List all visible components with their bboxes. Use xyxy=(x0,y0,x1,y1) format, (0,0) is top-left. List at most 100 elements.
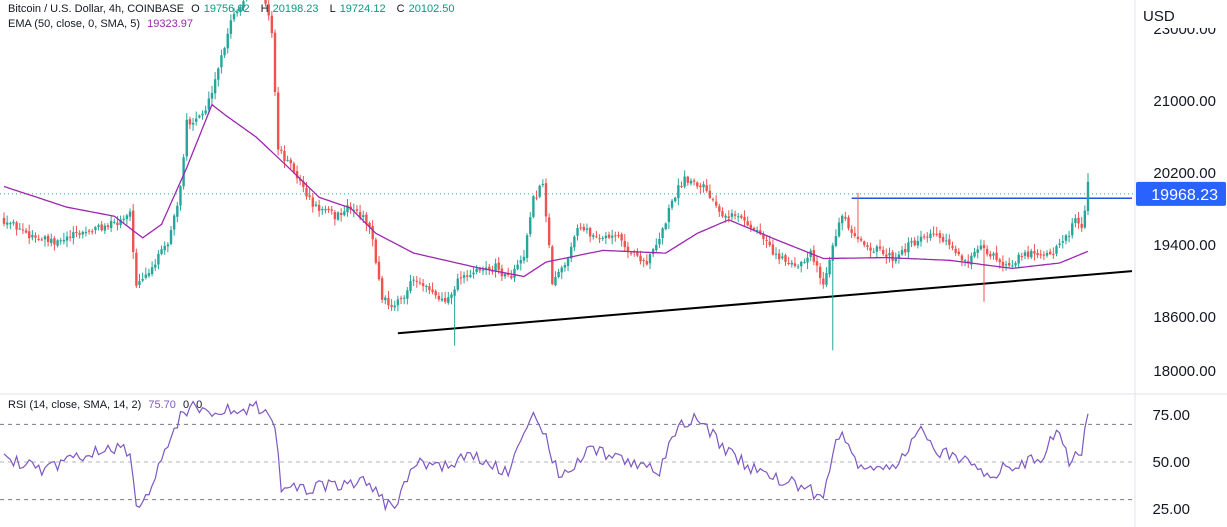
candle-body xyxy=(160,249,163,254)
candle-body xyxy=(380,278,384,300)
candle-body xyxy=(607,234,611,238)
candle-body xyxy=(812,250,816,262)
candle-body xyxy=(125,215,129,220)
candle-body xyxy=(733,214,737,216)
candle-body xyxy=(664,223,667,230)
candle-body xyxy=(456,278,459,290)
candle-body xyxy=(1039,254,1042,256)
candle-body xyxy=(84,231,88,234)
candle-body xyxy=(406,290,409,299)
candle-body xyxy=(677,185,680,199)
candle-body xyxy=(573,236,576,248)
candle-body xyxy=(68,236,72,238)
candle-body xyxy=(696,182,699,187)
candle-body xyxy=(50,238,53,243)
candle-body xyxy=(18,228,21,230)
candle-body xyxy=(727,216,730,219)
candle-body xyxy=(466,275,469,277)
price-tick-label: 19400.00 xyxy=(1153,237,1216,254)
candle-body xyxy=(447,297,450,303)
candle-body xyxy=(995,252,998,260)
ema-legend: EMA (50, close, 0, SMA, 5) 19323.97 xyxy=(8,18,197,30)
candle-body xyxy=(793,263,797,266)
candle-body xyxy=(957,251,961,255)
last-price-label: 19968.23 xyxy=(1151,187,1218,204)
candle-body xyxy=(721,211,724,217)
support-trendline xyxy=(397,270,1133,335)
candle-body xyxy=(450,294,453,298)
candle-body xyxy=(469,275,472,277)
candle-body xyxy=(699,185,702,188)
candle-body xyxy=(371,226,374,240)
candle-body xyxy=(157,253,160,265)
candle-body xyxy=(746,221,749,226)
candle-body xyxy=(434,291,437,296)
candle-body xyxy=(894,258,897,262)
candle-body xyxy=(834,236,838,246)
candle-body xyxy=(333,212,337,220)
candle-body xyxy=(948,239,951,245)
candle-body xyxy=(926,236,929,238)
candle-body xyxy=(670,200,674,208)
candle-body xyxy=(390,304,393,307)
candle-body xyxy=(755,230,759,232)
candle-body xyxy=(264,0,267,4)
candle-body xyxy=(771,244,775,255)
candle-body xyxy=(384,297,387,301)
candle-body xyxy=(1045,253,1049,256)
candle-body xyxy=(176,205,179,217)
candle-body xyxy=(881,249,885,254)
candle-body xyxy=(815,261,819,266)
candle-body xyxy=(273,32,277,93)
rsi-tick-label: 75.00 xyxy=(1152,407,1190,424)
candle-body xyxy=(311,197,315,207)
candle-body xyxy=(667,208,671,223)
candle-body xyxy=(648,254,652,264)
candle-body xyxy=(661,228,664,239)
candle-body xyxy=(280,149,283,151)
candle-body xyxy=(620,234,623,241)
rsi-line xyxy=(3,400,1089,512)
candle-body xyxy=(844,216,847,219)
candle-body xyxy=(837,222,841,237)
candle-body xyxy=(232,13,236,20)
candle-body xyxy=(759,230,762,235)
candle-body xyxy=(585,228,589,230)
candle-body xyxy=(396,299,400,306)
candle-body xyxy=(62,239,66,242)
low-value: 19724.12 xyxy=(339,3,386,15)
candle-body xyxy=(916,240,920,246)
candle-body xyxy=(72,232,75,239)
candle-body xyxy=(752,227,756,230)
candle-body xyxy=(863,241,866,245)
candle-body xyxy=(781,256,784,259)
candle-body xyxy=(491,270,494,272)
candle-body xyxy=(822,278,825,285)
candle-body xyxy=(1071,223,1074,236)
candle-body xyxy=(825,272,828,285)
candle-body xyxy=(425,286,428,288)
candle-body xyxy=(100,224,103,231)
candle-body xyxy=(1030,250,1033,258)
candle-body xyxy=(462,275,466,278)
candle-body xyxy=(37,238,40,240)
candle-body xyxy=(40,239,44,241)
price-legend: Bitcoin / U.S. Dollar, 4h, COINBASE O 197… xyxy=(8,3,455,15)
candle-body xyxy=(979,245,983,250)
candle-body xyxy=(538,185,541,197)
candle-body xyxy=(229,20,233,34)
candle-body xyxy=(866,245,869,247)
candle-body xyxy=(907,242,910,253)
candle-body xyxy=(922,236,926,238)
candle-body xyxy=(377,261,381,280)
candle-body xyxy=(276,92,280,150)
candle-body xyxy=(235,11,239,14)
last-price-badge xyxy=(1136,181,1226,206)
candle-body xyxy=(878,246,882,249)
candle-body xyxy=(992,253,995,256)
candle-body xyxy=(535,197,538,199)
candle-body xyxy=(985,248,989,255)
candle-body xyxy=(655,244,658,251)
candle-body xyxy=(680,186,683,188)
